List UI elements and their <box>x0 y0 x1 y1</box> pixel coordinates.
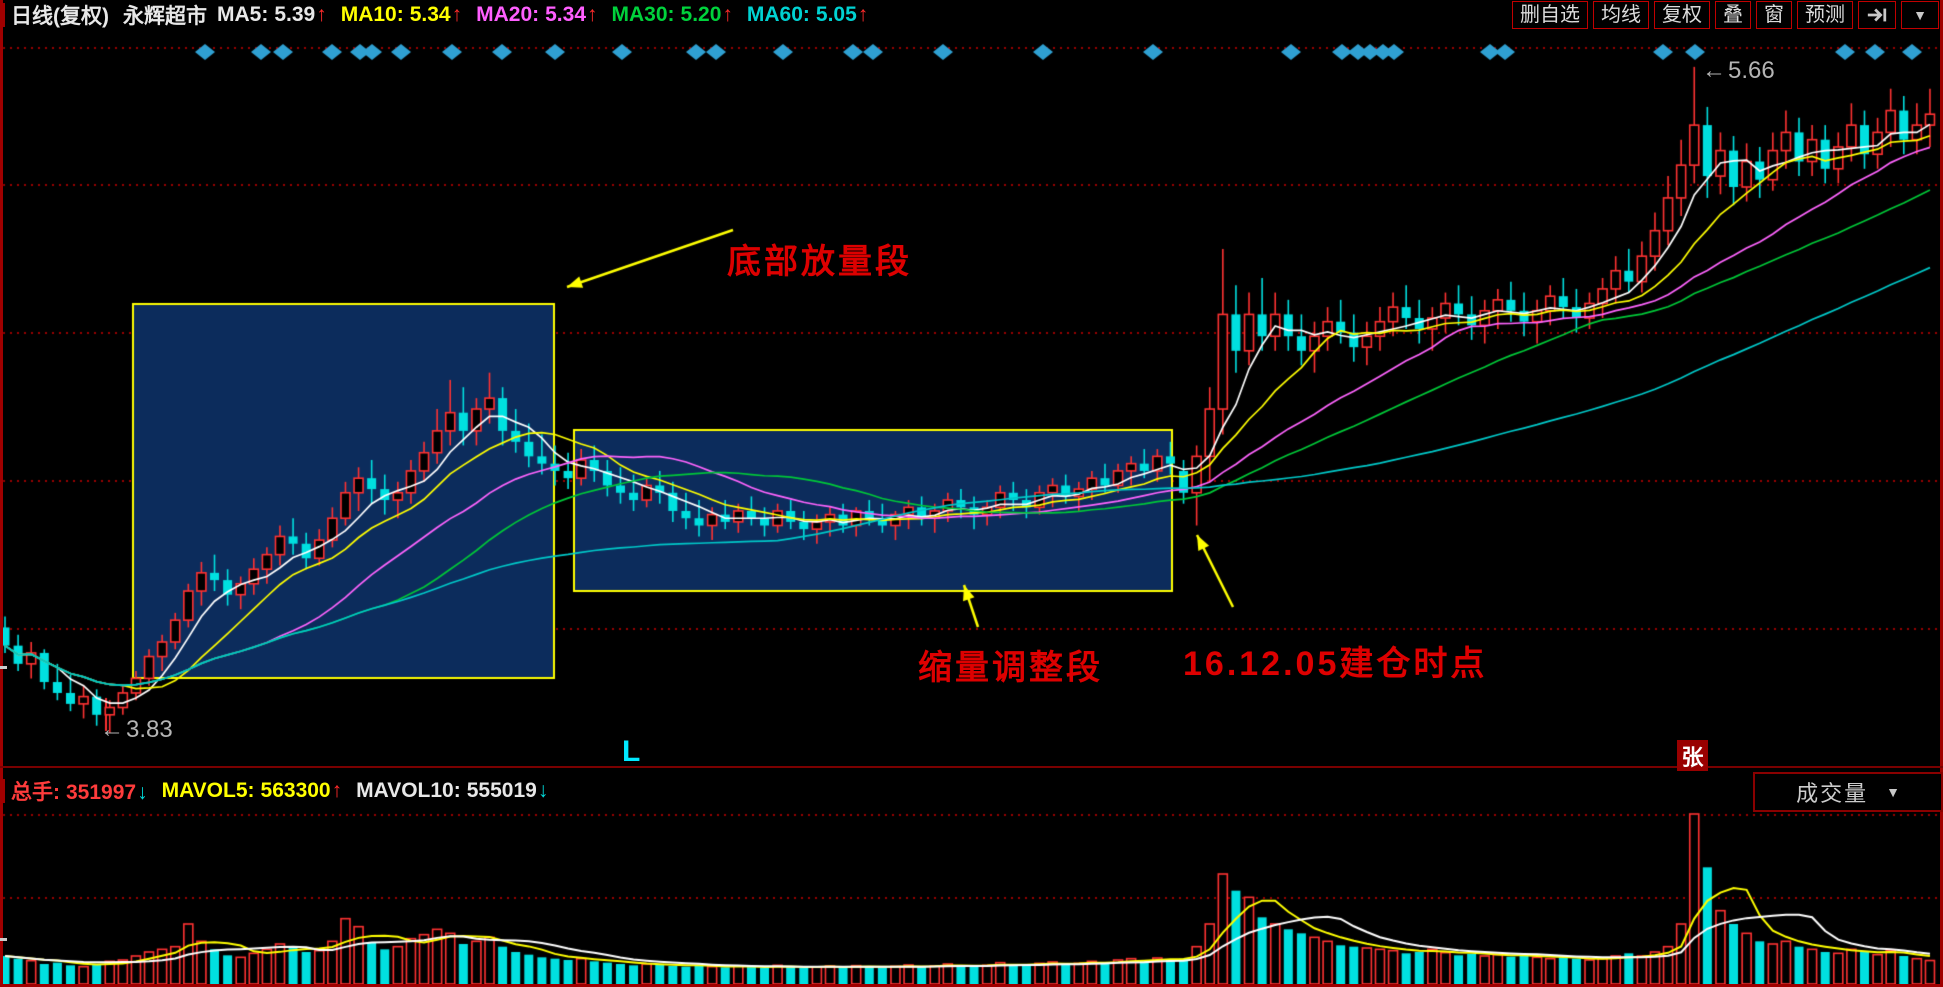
price-low-value: 3.83 <box>126 716 173 743</box>
ma-readout: MA10: 5.34↑ <box>341 3 470 27</box>
trend-up-icon: ↑ <box>331 779 343 802</box>
button-del-watchlist[interactable]: 删自选 <box>1512 1 1588 29</box>
right-frame-border <box>1940 0 1943 987</box>
trend-down-icon: ↓ <box>537 779 549 802</box>
trend-down-icon: ↓ <box>137 781 148 804</box>
bottom-frame-border <box>0 984 1943 987</box>
price-high-value: 5.66 <box>1728 57 1775 84</box>
readout-value: 5.05 <box>815 3 857 26</box>
chevron-down-icon: ▼ <box>1913 7 1927 23</box>
trend-up-icon: ↑ <box>857 3 869 26</box>
ma-readouts: MA5: 5.39↑ MA10: 5.34↑ MA20: 5.34↑ MA30: 5.20↑ M… <box>217 3 882 27</box>
ma-readout: MA5: 5.39↑ <box>217 3 335 27</box>
readout-value: 563300 <box>260 779 331 802</box>
period-label[interactable]: 日线(复权) <box>11 5 109 28</box>
annotation-shrink-volume-zone: 缩量调整段 <box>918 649 1103 687</box>
annotation-entry-point: 16.12.05建仓时点 <box>1183 645 1488 683</box>
left-arrow-icon: ← <box>1702 57 1726 84</box>
button-adjust-rights[interactable]: 复权 <box>1654 1 1710 29</box>
volume-readouts: 总手: 351997↓ MAVOL5: 563300↑ MAVOL10: 555019↓ <box>11 776 562 806</box>
price-high-label: ←5.66 <box>1702 57 1775 85</box>
ma-readout: MA20: 5.34↑ <box>476 3 605 27</box>
readout-value: 555019 <box>466 779 537 802</box>
readout-value: 5.39 <box>274 3 316 26</box>
left-arrow-icon: ← <box>100 716 124 743</box>
button-forecast[interactable]: 预测 <box>1797 1 1853 29</box>
readout-label: MA10: <box>340 3 404 26</box>
trend-up-icon: ↑ <box>451 3 463 26</box>
readout-label: MA5: <box>217 3 269 26</box>
button-next-page[interactable] <box>1858 1 1896 29</box>
volume-indicator-selector[interactable]: 成交量 ▼ <box>1753 772 1943 812</box>
next-page-icon <box>1867 8 1887 22</box>
volume-readout: MAVOL10: 555019↓ <box>356 779 556 803</box>
toolbar: 删自选 均线 复权 叠 窗 预测 ▼ <box>1507 1 1939 29</box>
annotation-bottom-volume-zone: 底部放量段 <box>727 243 912 281</box>
axis-tick <box>0 938 7 941</box>
volume-readout: 总手: 351997↓ <box>11 776 156 806</box>
volume-header-notch <box>0 779 5 803</box>
readout-value: 5.34 <box>545 3 586 26</box>
readout-label: MAVOL10: <box>356 779 461 802</box>
readout-label: MA30: <box>611 3 675 26</box>
button-overlay[interactable]: 叠 <box>1715 1 1751 29</box>
button-more-dropdown[interactable]: ▼ <box>1901 1 1939 29</box>
trend-up-icon: ↑ <box>316 3 327 26</box>
left-frame-border <box>0 0 3 987</box>
volume-readout: MAVOL5: 563300↑ <box>162 779 351 803</box>
readout-value: 5.34 <box>409 3 451 26</box>
readout-label: 总手: <box>11 781 60 804</box>
header-notch <box>0 3 5 27</box>
zhang-badge: 张 <box>1677 740 1708 771</box>
readout-label: MAVOL5: <box>161 779 255 802</box>
readout-value: 351997 <box>66 781 137 804</box>
trend-up-icon: ↑ <box>587 3 598 26</box>
l-marker: L <box>622 735 641 768</box>
symbol-name[interactable]: 永辉超市 <box>123 5 207 28</box>
price-low-label: ←3.83 <box>100 716 173 744</box>
readout-value: 5.20 <box>680 3 722 26</box>
volume-header-bar: 总手: 351997↓ MAVOL5: 563300↑ MAVOL10: 555019↓ … <box>0 769 1943 813</box>
button-window[interactable]: 窗 <box>1756 1 1792 29</box>
pane-divider <box>0 766 1943 768</box>
readout-label: MA60: <box>746 3 810 26</box>
ma-readout: MA30: 5.20↑ <box>612 3 741 27</box>
axis-tick <box>0 666 7 669</box>
volume-selector-label: 成交量 <box>1796 781 1869 806</box>
trend-up-icon: ↑ <box>722 3 733 26</box>
readout-label: MA20: <box>476 3 540 26</box>
ma-readout: MA60: 5.05↑ <box>747 3 876 27</box>
chevron-down-icon: ▼ <box>1886 784 1900 800</box>
button-ma-lines[interactable]: 均线 <box>1593 1 1649 29</box>
header-bar: 日线(复权) 永辉超市 MA5: 5.39↑ MA10: 5.34↑ MA20: 5.34… <box>0 0 1943 30</box>
